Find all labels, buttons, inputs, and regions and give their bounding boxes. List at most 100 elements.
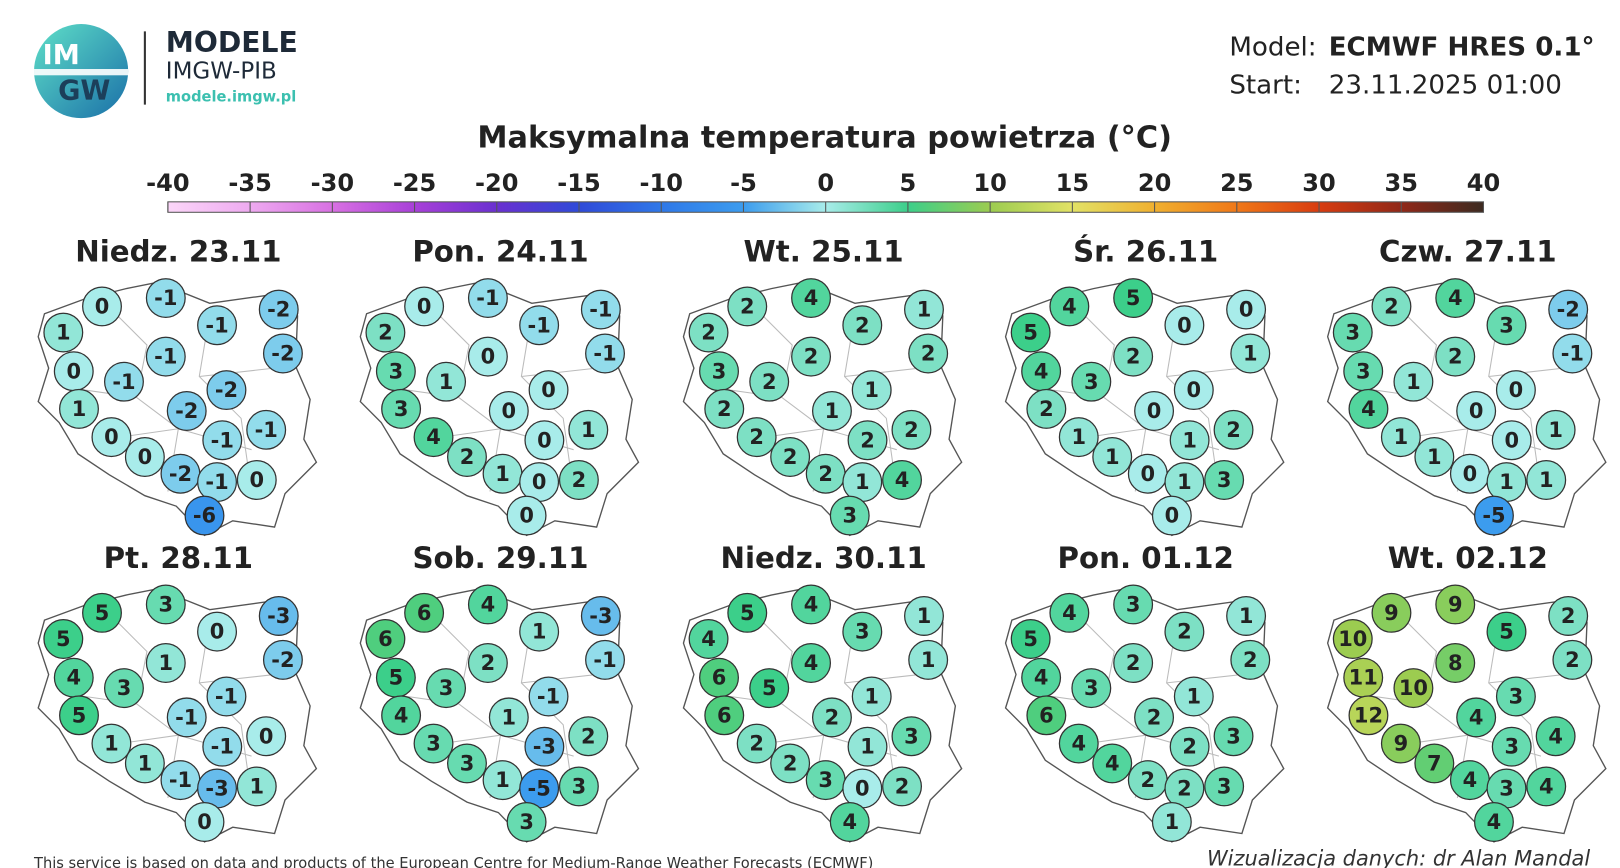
temperature-value: 0 (541, 378, 556, 402)
temperature-value: 2 (1177, 777, 1192, 801)
temperature-marker (524, 420, 565, 461)
temperature-marker (82, 286, 122, 327)
temperature-value: 2 (855, 313, 870, 337)
temperature-value: 3 (460, 751, 475, 775)
temperature-marker (891, 409, 932, 450)
temperature-value: 4 (804, 286, 819, 310)
day-label: Pon. 01.12 (1058, 541, 1234, 575)
temperature-value: 2 (1126, 651, 1141, 675)
temperature-value: 4 (701, 627, 716, 651)
temperature-value: 2 (1226, 418, 1241, 442)
temperature-marker (1535, 716, 1576, 757)
temperature-value: 5 (1023, 321, 1038, 345)
temperature-marker (236, 766, 277, 807)
temperature-value: 0 (519, 504, 534, 528)
temperature-value: 3 (1509, 685, 1524, 709)
map-title: Maksymalna temperatura powietrza (°C) (477, 121, 1172, 156)
temperature-value: -1 (175, 705, 198, 729)
temperature-marker (1332, 618, 1373, 659)
temperature-marker (1113, 643, 1154, 684)
temperature-value: 4 (804, 593, 819, 617)
temperature-value: 3 (389, 359, 404, 383)
temperature-value: 2 (749, 425, 764, 449)
temperature-marker (1226, 595, 1267, 636)
temperature-value: 3 (1504, 735, 1519, 759)
temperature-marker (842, 611, 883, 652)
temperature-marker (59, 388, 99, 429)
temperature-value: 4 (481, 593, 496, 617)
colorbar-tick-label: -35 (228, 169, 271, 197)
temperature-value: -1 (528, 313, 551, 337)
temperature-marker (688, 618, 729, 659)
temperature-marker (727, 592, 768, 633)
temperature-marker (1526, 460, 1567, 500)
temperature-value: 3 (904, 724, 919, 748)
temperature-value: -2 (271, 648, 294, 672)
temperature-marker (124, 743, 165, 784)
temperature-value: 4 (895, 468, 910, 492)
temperature-marker (585, 639, 626, 680)
temperature-marker (1026, 388, 1067, 429)
model-value: ECMWF HRES 0.1° (1329, 33, 1595, 63)
temperature-marker (1049, 286, 1090, 327)
temperature-value: 3 (1499, 313, 1514, 337)
temperature-marker (791, 278, 832, 319)
temperature-value: 1 (1182, 428, 1197, 452)
temperature-value: 3 (519, 810, 534, 834)
temperature-value: 4 (1487, 810, 1502, 834)
temperature-value: 1 (138, 751, 153, 775)
temperature-value: 3 (1084, 370, 1099, 394)
temperature-value: 1 (1406, 370, 1421, 394)
temperature-marker (1473, 802, 1514, 842)
temperature-value: 2 (1126, 345, 1141, 369)
temperature-marker (1491, 420, 1532, 461)
temperature-marker (404, 592, 445, 633)
temperature-marker (82, 592, 122, 633)
temperature-value: 1 (439, 370, 454, 394)
temperature-marker (488, 391, 529, 431)
temperature-marker (829, 802, 870, 842)
temperature-value: -1 (169, 768, 192, 792)
temperature-value: 0 (1239, 298, 1254, 322)
temperature-marker (519, 611, 560, 652)
temperature-marker (1495, 370, 1536, 411)
temperature-value: 1 (532, 620, 547, 644)
temperature-value: -1 (1561, 342, 1584, 366)
temperature-value: 0 (1187, 378, 1202, 402)
temperature-marker (426, 361, 467, 402)
temperature-value: -2 (215, 378, 238, 402)
temperature-marker (59, 695, 99, 736)
temperature-marker (1414, 743, 1455, 784)
temperature-value: 9 (1448, 593, 1463, 617)
temperature-value: 0 (537, 428, 552, 452)
temperature-marker (1393, 668, 1434, 709)
temperature-marker (736, 723, 777, 764)
temperature-value: -1 (211, 428, 234, 452)
colorbar-tick-label: -20 (475, 169, 518, 197)
colorbar: -40 -35 -30 -25 -20 -15 -10 -5 0 5 10 15 20 25 30 35 40 (146, 169, 1500, 213)
temperature-value: 10 (1338, 627, 1367, 651)
temperature-value: 6 (717, 703, 732, 727)
temperature-value: 3 (394, 397, 409, 421)
temperature-value: 2 (1561, 604, 1576, 628)
temperature-marker (426, 668, 467, 709)
temperature-marker (558, 460, 599, 500)
temperature-marker (1092, 437, 1133, 477)
colorbar-tick-label: -30 (311, 169, 354, 197)
temperature-value: 2 (762, 370, 777, 394)
temperature-value: 0 (104, 425, 119, 449)
temperature-marker (166, 391, 207, 431)
start-value: 23.11.2025 01:00 (1329, 70, 1562, 100)
temperature-marker (904, 289, 944, 330)
temperature-value: 3 (842, 504, 857, 528)
day-label: Wt. 02.12 (1388, 541, 1548, 575)
day-label: Wt. 25.11 (744, 235, 904, 269)
temperature-value: 5 (1499, 620, 1514, 644)
temperature-value: 0 (259, 724, 274, 748)
temperature-marker (1164, 305, 1205, 346)
temperature-value: -5 (1482, 504, 1505, 528)
